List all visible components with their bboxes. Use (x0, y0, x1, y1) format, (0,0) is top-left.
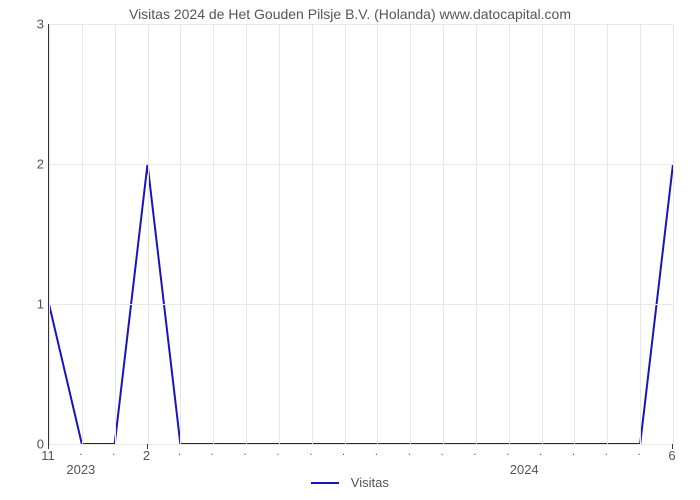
grid-line-horizontal (49, 164, 673, 165)
grid-line-vertical (148, 24, 149, 444)
grid-line-vertical (180, 24, 181, 444)
x-minor-tick: . (276, 446, 279, 458)
x-minor-tick: . (605, 446, 608, 458)
grid-line-vertical (49, 24, 50, 444)
x-minor-tick: . (211, 446, 214, 458)
grid-line-vertical (213, 24, 214, 444)
x-tick-mark (48, 444, 49, 449)
grid-line-vertical (673, 24, 674, 444)
x-minor-tick: . (342, 446, 345, 458)
x-minor-tick: . (375, 446, 378, 458)
y-tick-label: 2 (4, 157, 44, 172)
x-tick-mark (672, 444, 673, 449)
x-minor-tick: . (572, 446, 575, 458)
grid-line-vertical (82, 24, 83, 444)
plot-area (48, 24, 673, 445)
x-tick-label: 2 (143, 448, 150, 463)
grid-line-horizontal (49, 444, 673, 445)
grid-line-vertical (640, 24, 641, 444)
grid-line-horizontal (49, 304, 673, 305)
grid-line-vertical (476, 24, 477, 444)
legend-label-visitas: Visitas (351, 475, 389, 490)
x-minor-tick: . (638, 446, 641, 458)
grid-line-horizontal (49, 24, 673, 25)
legend-swatch-visitas (311, 482, 339, 484)
grid-line-vertical (246, 24, 247, 444)
grid-line-vertical (443, 24, 444, 444)
grid-line-vertical (607, 24, 608, 444)
y-tick-label: 0 (4, 437, 44, 452)
grid-line-vertical (410, 24, 411, 444)
chart-title: Visitas 2024 de Het Gouden Pilsje B.V. (… (0, 6, 700, 22)
x-minor-tick: . (309, 446, 312, 458)
grid-line-vertical (345, 24, 346, 444)
x-minor-tick: . (244, 446, 247, 458)
y-tick-label: 3 (4, 17, 44, 32)
x-minor-tick: . (539, 446, 542, 458)
line-chart-svg (49, 24, 673, 444)
y-tick-label: 1 (4, 297, 44, 312)
x-minor-tick: . (473, 446, 476, 458)
x-tick-label: 6 (668, 448, 675, 463)
chart-container: Visitas 2024 de Het Gouden Pilsje B.V. (… (0, 0, 700, 500)
x-minor-tick: . (408, 446, 411, 458)
grid-line-vertical (509, 24, 510, 444)
grid-line-vertical (115, 24, 116, 444)
x-minor-tick: . (441, 446, 444, 458)
grid-line-vertical (279, 24, 280, 444)
grid-line-vertical (574, 24, 575, 444)
x-minor-tick: . (506, 446, 509, 458)
grid-line-vertical (377, 24, 378, 444)
x-minor-tick: . (79, 446, 82, 458)
x-tick-mark (147, 444, 148, 449)
grid-line-vertical (542, 24, 543, 444)
x-minor-tick: . (112, 446, 115, 458)
x-minor-tick: . (178, 446, 181, 458)
grid-line-vertical (312, 24, 313, 444)
x-tick-label: 11 (41, 448, 55, 463)
legend: Visitas (0, 474, 700, 490)
